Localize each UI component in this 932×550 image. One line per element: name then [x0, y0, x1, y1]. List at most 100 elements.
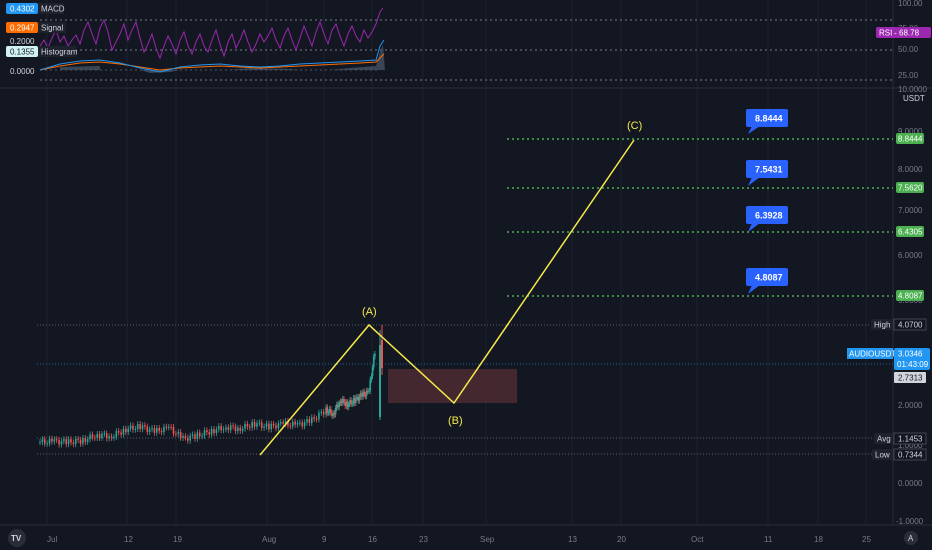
callout-2[interactable]: 7.5431	[746, 160, 788, 186]
candle-body	[198, 432, 201, 437]
histogram-value-badge	[6, 46, 38, 57]
signal-name: Signal	[41, 24, 63, 33]
candle-body	[256, 423, 258, 427]
candle-body	[146, 426, 149, 432]
x-tick: Sep	[480, 535, 495, 544]
histogram-legend[interactable]: 0.1355 Histogram	[6, 46, 78, 57]
macd-line	[39, 39, 385, 73]
rsi-badge[interactable]: RSI - 68.78	[876, 27, 931, 38]
callout-value: 8.8444	[755, 114, 783, 124]
svg-text:4.0700: 4.0700	[898, 321, 923, 330]
tradingview-logo[interactable]: TV	[8, 529, 26, 547]
candle-body	[210, 429, 213, 435]
candle-body	[343, 398, 345, 402]
svg-text:Avg: Avg	[877, 435, 891, 444]
candle-body	[315, 418, 318, 420]
candle-body	[206, 430, 208, 433]
macd-value-badge	[6, 3, 38, 14]
candle-body	[141, 425, 144, 430]
osc-level-0: 0.0000	[10, 67, 35, 76]
candle-body	[67, 439, 70, 445]
target-tag-3: 6.4305	[896, 226, 924, 237]
candle-body	[272, 423, 275, 426]
candle-body	[55, 439, 58, 441]
candle-body	[322, 411, 325, 415]
candle-body	[358, 396, 361, 401]
macd-legend[interactable]: 0.4302 MACD	[6, 3, 65, 14]
candle-body	[77, 438, 79, 440]
x-tick: 11	[764, 535, 773, 544]
auto-scale-button[interactable]: A	[904, 531, 918, 545]
candle-body	[163, 426, 165, 433]
svg-text:AUDIOUSDT: AUDIOUSDT	[849, 350, 896, 359]
candle-body	[51, 438, 53, 442]
candle-body	[65, 439, 68, 445]
candle-body	[175, 433, 177, 435]
candle-body	[268, 423, 270, 430]
symbol-tag[interactable]: AUDIOUSDT 3.0346 01:43:09	[847, 348, 930, 370]
x-tick: Jul	[47, 535, 57, 544]
candle-body	[43, 439, 46, 444]
macd-value: 0.4302	[10, 5, 35, 14]
svg-text:-: -	[894, 29, 897, 38]
candle-body	[153, 428, 156, 433]
candle-body	[148, 429, 151, 432]
candle-body	[48, 438, 51, 444]
elliott-wave-path[interactable]	[259, 139, 635, 456]
callout-3[interactable]: 6.3928	[746, 206, 788, 232]
avg-tag: Avg 1.1453	[874, 432, 927, 445]
candle-body	[158, 427, 161, 431]
candle-body	[291, 421, 294, 427]
candle-body	[340, 401, 343, 404]
candle-body	[355, 397, 357, 404]
candle-body	[189, 435, 191, 441]
candle-body	[310, 417, 313, 423]
candle-body	[234, 426, 237, 432]
candle-body	[101, 433, 103, 438]
macd-name: MACD	[41, 5, 65, 14]
svg-text:2.7313: 2.7313	[898, 374, 923, 383]
candle-body	[91, 434, 94, 438]
candle-body	[127, 428, 130, 433]
candle-body	[103, 433, 106, 435]
callout-4[interactable]: 4.8087	[746, 268, 788, 294]
candle-body	[239, 427, 242, 431]
candle-body	[167, 426, 170, 428]
candle-body	[334, 408, 337, 415]
x-tick: 18	[814, 535, 823, 544]
svg-text:6.4305: 6.4305	[898, 228, 923, 237]
candle-body	[60, 441, 63, 445]
candle-body	[241, 428, 244, 431]
candle-body	[353, 398, 356, 404]
currency-label: USDT	[903, 94, 925, 103]
signal-legend[interactable]: 0.2947 Signal	[6, 22, 66, 33]
x-tick: Oct	[691, 535, 704, 544]
candle-body	[117, 431, 120, 433]
histogram-name: Histogram	[41, 48, 78, 57]
candle-body	[122, 428, 125, 435]
candle-body	[237, 427, 239, 432]
candle-body	[368, 390, 370, 392]
candle-body	[361, 393, 363, 397]
consolidation-box[interactable]	[388, 369, 517, 403]
candle-body	[196, 432, 199, 439]
candle-body	[248, 426, 251, 428]
candle-body	[108, 436, 110, 439]
candle-body	[351, 403, 354, 405]
x-tick: 12	[124, 535, 133, 544]
svg-text:High: High	[874, 321, 890, 330]
candle-body	[251, 422, 253, 428]
candle-body	[363, 391, 366, 395]
candle-body	[229, 425, 232, 431]
svg-text:7.5620: 7.5620	[898, 184, 923, 193]
candle-body	[349, 400, 351, 404]
candle-body	[136, 423, 139, 429]
callout-1[interactable]: 8.8444	[746, 109, 788, 134]
candle-body	[125, 428, 127, 433]
level-tag: 2.7313	[894, 372, 926, 383]
histogram-value: 0.1355	[10, 48, 35, 57]
candle-body	[160, 430, 163, 433]
candle-body	[218, 426, 220, 430]
candle-body	[330, 408, 332, 414]
